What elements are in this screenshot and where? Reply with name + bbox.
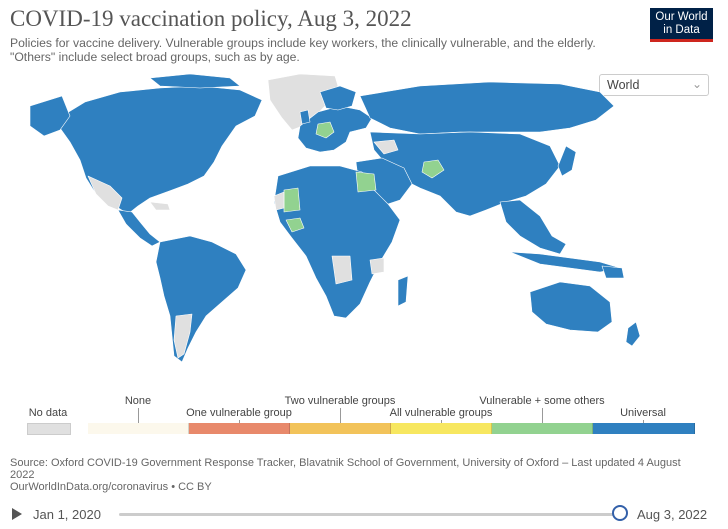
legend-swatch-two-vulnerable[interactable] — [290, 423, 391, 434]
region-central-africa-nd — [331, 255, 353, 285]
legend-label-one-vulnerable: One vulnerable group — [186, 407, 292, 419]
legend-tick — [643, 420, 644, 423]
legend-tick — [441, 420, 442, 423]
timeline: Jan 1, 2020 Aug 3, 2022 — [0, 500, 728, 529]
legend-tick — [340, 408, 341, 423]
timeline-track[interactable] — [119, 513, 621, 516]
region-southeast-asia — [499, 199, 567, 255]
chart-subtitle: Policies for vaccine delivery. Vulnerabl… — [10, 36, 596, 64]
footer-link[interactable]: OurWorldInData.org/coronavirus • CC BY — [10, 481, 212, 493]
legend-swatch-one-vulnerable[interactable] — [189, 423, 290, 434]
country-afghanistan — [421, 159, 445, 179]
legend-tick — [542, 408, 543, 423]
country-australia — [529, 281, 613, 333]
region-select-value: World — [607, 78, 640, 92]
legend-label-universal: Universal — [620, 407, 666, 419]
world-map[interactable] — [0, 66, 728, 376]
region-west-africa-green — [285, 217, 305, 233]
legend-tick — [138, 408, 139, 423]
chevron-down-icon: ⌄ — [691, 77, 702, 91]
country-mauritania — [283, 187, 301, 213]
region-select[interactable]: World ⌄ — [599, 74, 709, 96]
legend-tick — [239, 420, 240, 423]
legend-swatch-none[interactable] — [88, 423, 189, 434]
play-icon[interactable] — [12, 508, 22, 520]
region-central-america — [117, 209, 161, 247]
region-scandinavia — [319, 85, 357, 111]
legend-label-vulnerable-some-others: Vulnerable + some others — [479, 395, 605, 407]
timeline-handle[interactable] — [612, 505, 628, 521]
legend-swatch-universal[interactable] — [593, 423, 695, 434]
legend-label-no-data: No data — [28, 407, 68, 419]
region-russia — [359, 81, 615, 135]
region-north-america — [59, 85, 263, 215]
country-madagascar — [397, 275, 409, 307]
source-text[interactable]: Source: Oxford COVID-19 Government Respo… — [10, 457, 681, 481]
legend-swatch-vulnerable-some-others[interactable] — [492, 423, 593, 434]
country-argentina-chile-part — [173, 313, 193, 359]
timeline-start-label[interactable]: Jan 1, 2020 — [33, 507, 101, 522]
country-germany — [315, 121, 335, 139]
country-egypt — [355, 171, 377, 193]
chart-title: COVID-19 vaccination policy, Aug 3, 2022 — [10, 6, 412, 31]
source-note: Source: Oxford COVID-19 Government Respo… — [10, 457, 700, 493]
region-south-america — [155, 235, 247, 363]
region-caribbean — [149, 201, 171, 211]
legend-label-none: None — [124, 395, 152, 407]
country-papua-new-guinea — [601, 265, 625, 279]
legend-swatch-no-data[interactable] — [27, 423, 71, 435]
country-uk — [299, 109, 311, 125]
legend-label-two-vulnerable: Two vulnerable groups — [284, 395, 396, 407]
owid-logo[interactable]: Our World in Data — [650, 8, 713, 42]
region-east-africa-nd — [369, 257, 385, 275]
country-western-sahara — [273, 191, 285, 211]
country-new-zealand — [625, 321, 641, 347]
region-central-asia-nd — [373, 139, 399, 155]
timeline-end-label[interactable]: Aug 3, 2022 — [637, 507, 708, 522]
legend-label-all-vulnerable: All vulnerable groups — [389, 407, 493, 419]
region-alaska — [29, 95, 71, 137]
region-arctic-islands — [149, 73, 241, 89]
country-japan — [557, 145, 577, 177]
legend-swatch-all-vulnerable[interactable] — [391, 423, 492, 434]
